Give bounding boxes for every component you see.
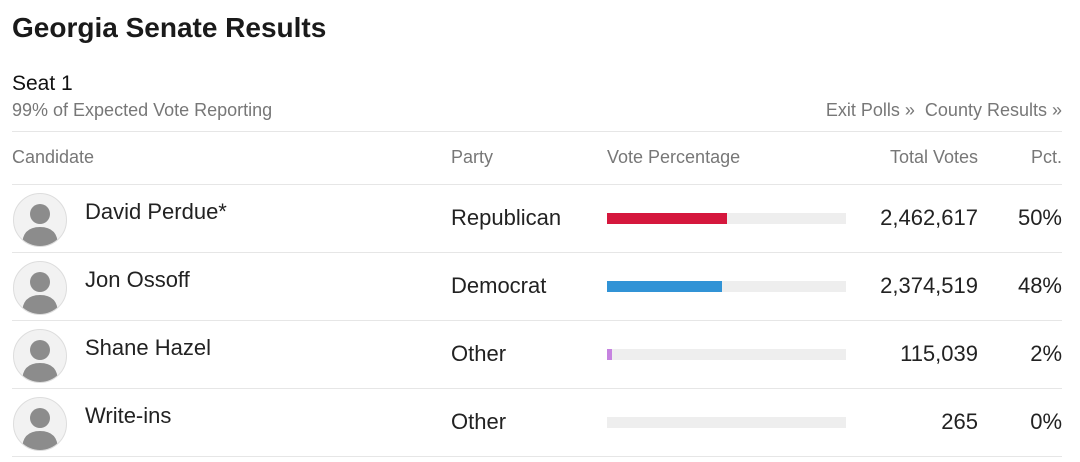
seat-title: Seat 1 [12, 72, 73, 95]
links: Exit Polls » County Results » [816, 100, 1062, 121]
reporting: 99% of Expected Vote Reporting [12, 100, 273, 120]
divider [12, 388, 1062, 389]
party: Other [451, 409, 507, 434]
avatar-icon [22, 272, 58, 314]
total-votes: 115,039 [900, 341, 978, 366]
link[interactable]: Exit Polls » [825, 100, 915, 120]
total-votes: 2,462,617 [880, 205, 978, 230]
percent: 0% [1030, 409, 1062, 434]
vote-bar [607, 281, 722, 292]
candidate-name: Write-ins [85, 403, 172, 428]
avatar [13, 261, 67, 315]
bar-track [607, 213, 846, 224]
avatar-icon [22, 204, 58, 246]
avatar-icon [22, 408, 58, 450]
avatar [13, 397, 67, 451]
table-row: Write-ins Other 265 0% [0, 389, 1080, 457]
column-header: Total Votes [889, 147, 978, 167]
divider [12, 184, 1062, 185]
table-row: David Perdue* Republican 2,462,617 50% [0, 185, 1080, 253]
divider [12, 131, 1062, 132]
column-header: Party [451, 147, 494, 167]
vote-bar [607, 349, 612, 360]
column-header: Vote Percentage [607, 147, 741, 167]
percent: 2% [1030, 341, 1062, 366]
total-votes: 2,374,519 [880, 273, 978, 298]
total-votes: 265 [941, 409, 978, 434]
avatar [13, 193, 67, 247]
link[interactable]: County Results » [924, 100, 1062, 120]
party: Republican [451, 205, 562, 230]
candidate-name: Shane Hazel [85, 335, 211, 360]
party: Democrat [451, 273, 547, 298]
percent: 50% [1017, 205, 1062, 230]
table-row: Shane Hazel Other 115,039 2% [0, 321, 1080, 389]
column-header: Pct. [1030, 147, 1062, 167]
candidate-name: Jon Ossoff [85, 267, 190, 292]
vote-bar [607, 213, 727, 224]
title: Georgia Senate Results [12, 12, 327, 43]
divider [12, 320, 1062, 321]
bar-track [607, 281, 846, 292]
percent: 48% [1017, 273, 1062, 298]
divider [12, 252, 1062, 253]
avatar [13, 329, 67, 383]
divider [12, 456, 1062, 457]
bar-track [607, 417, 846, 428]
column-header: Candidate [12, 147, 95, 167]
bar-track [607, 349, 846, 360]
candidate-name: David Perdue* [85, 199, 227, 224]
table-row: Jon Ossoff Democrat 2,374,519 48% [0, 253, 1080, 321]
avatar-icon [22, 340, 58, 382]
party: Other [451, 341, 507, 366]
